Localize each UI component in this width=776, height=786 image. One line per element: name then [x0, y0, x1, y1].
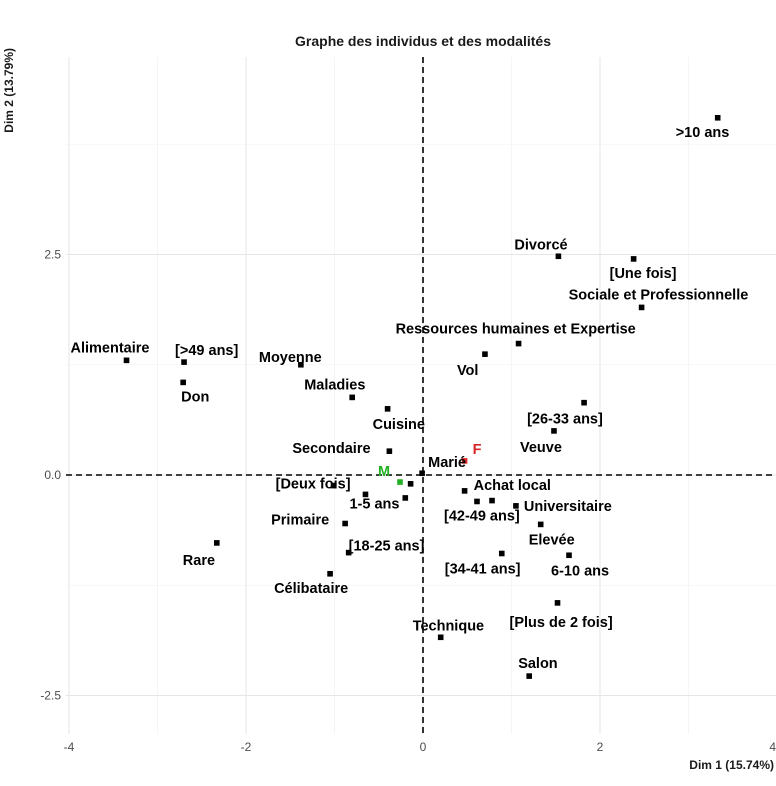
points-layer: [123, 114, 721, 679]
x-tick-label: -4: [64, 740, 75, 754]
point-label: [Deux fois]: [276, 477, 351, 493]
plot-panel: [66, 57, 776, 734]
point-label: Technique: [413, 618, 484, 634]
data-point: [551, 428, 557, 434]
data-point: [397, 479, 403, 485]
point-label: Moyenne: [259, 350, 322, 366]
point-label: >10 ans: [676, 125, 730, 141]
data-point: [362, 491, 369, 498]
point-label: 1-5 ans: [349, 496, 399, 512]
point-label: [34-41 ans]: [445, 561, 521, 577]
y-tick-label: 2.5: [44, 248, 61, 262]
data-point: [349, 394, 355, 401]
data-point: [298, 361, 304, 368]
point-label: Secondaire: [292, 441, 370, 457]
x-tick-label: 0: [420, 740, 427, 754]
point-label: Maladies: [304, 377, 365, 393]
y-tick-label: -2.5: [40, 689, 61, 703]
data-point: [555, 253, 562, 260]
data-point: [714, 114, 721, 121]
data-point: [515, 340, 522, 347]
data-point: [498, 550, 505, 557]
point-label: Don: [181, 389, 209, 405]
point-label: Salon: [518, 656, 557, 672]
data-point: [327, 570, 333, 577]
data-point: [474, 498, 480, 505]
y-axis-title: Dim 2 (13.79%): [2, 48, 16, 133]
point-label: Vol: [457, 363, 478, 379]
data-point: [402, 495, 409, 501]
point-label: Ressources humaines et Expertise: [396, 322, 636, 338]
point-label: Veuve: [520, 440, 562, 456]
x-tick-label: 2: [597, 740, 604, 754]
y-tick-label: 0.0: [44, 468, 61, 482]
data-point: [386, 448, 393, 454]
data-point: [537, 521, 544, 528]
data-point: [630, 256, 637, 262]
data-point: [437, 634, 444, 641]
data-point: [213, 540, 220, 546]
data-point: [526, 673, 532, 679]
axis-ticks: -4 -2 0 2 4 -2.5 0.0 2.5: [40, 248, 776, 755]
x-axis-title: Dim 1 (15.74%): [689, 758, 774, 772]
point-label: Divorcé: [514, 237, 567, 253]
point-label: F: [473, 442, 482, 458]
data-point: [342, 520, 348, 527]
x-tick-label: -2: [241, 740, 252, 754]
point-label: [Une fois]: [610, 266, 677, 282]
point-label: Rare: [183, 553, 215, 569]
point-label: Sociale et Professionnelle: [569, 287, 749, 303]
data-point: [345, 549, 352, 556]
data-point: [180, 379, 186, 386]
labels-layer: >10 ans Divorcé [Une fois] Sociale et Profe…: [71, 125, 749, 672]
point-label: Primaire: [271, 513, 329, 529]
data-point: [461, 458, 468, 464]
point-label: [42-49 ans]: [444, 508, 520, 524]
data-point: [330, 482, 337, 489]
chart-title: Graphe des individus et des modalités: [295, 33, 551, 49]
data-point: [581, 399, 587, 406]
data-point: [482, 351, 488, 357]
data-point: [384, 406, 391, 412]
data-point: [566, 552, 572, 559]
point-label: Célibataire: [274, 581, 348, 597]
point-label: Alimentaire: [71, 340, 150, 356]
point-label: Universitaire: [524, 499, 612, 515]
point-label: [18-25 ans]: [349, 539, 425, 555]
data-point: [489, 497, 495, 504]
data-point: [461, 488, 468, 494]
data-point: [407, 481, 414, 487]
point-label: Elevée: [529, 532, 575, 548]
x-tick-label: 4: [769, 740, 776, 754]
point-label: Marié: [428, 455, 466, 471]
point-label: Achat local: [474, 478, 551, 494]
point-label: 6-10 ans: [551, 563, 609, 579]
data-point: [181, 359, 187, 365]
point-label: [26-33 ans]: [527, 412, 603, 428]
point-label: [Plus de 2 fois]: [510, 615, 613, 631]
point-label: [>49 ans]: [175, 343, 238, 359]
data-point: [554, 600, 561, 606]
data-point: [513, 503, 519, 509]
point-label: M: [378, 464, 390, 480]
point-label: Cuisine: [373, 417, 425, 433]
data-point: [638, 304, 645, 311]
data-point: [123, 357, 130, 364]
data-point: [419, 470, 425, 477]
